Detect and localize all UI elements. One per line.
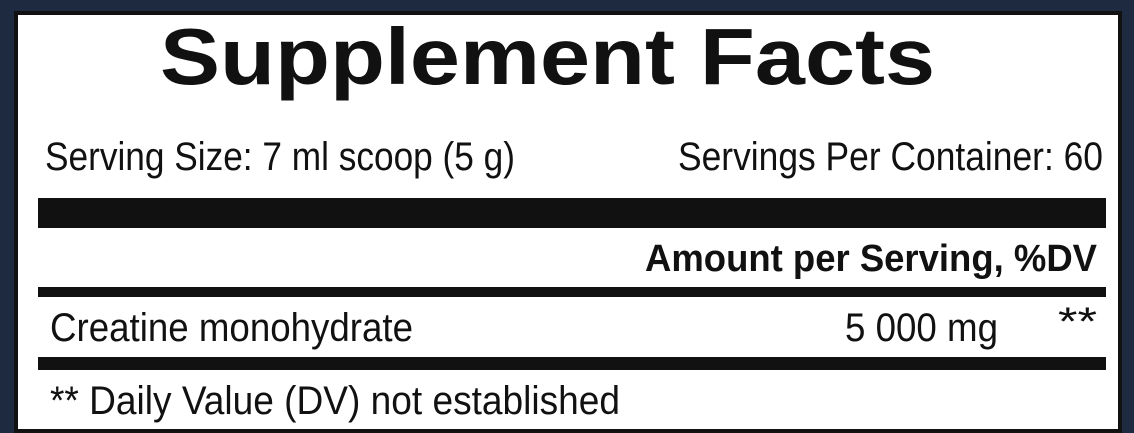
servings-per-container: Servings Per Container: 60: [678, 135, 1103, 179]
ingredient-amount: 5 000 mg: [845, 306, 998, 350]
serving-size: Serving Size: 7 ml scoop (5 g): [45, 135, 515, 179]
footnote: ** Daily Value (DV) not established: [50, 379, 620, 423]
ingredient-dv: **: [1058, 300, 1097, 344]
title: Supplement Facts: [160, 12, 935, 101]
thick-rule: [38, 357, 1106, 370]
ingredient-name: Creatine monohydrate: [50, 306, 413, 350]
rule: [38, 287, 1106, 297]
amount-header: Amount per Serving, %DV: [645, 238, 1098, 280]
thick-rule: [38, 198, 1106, 228]
